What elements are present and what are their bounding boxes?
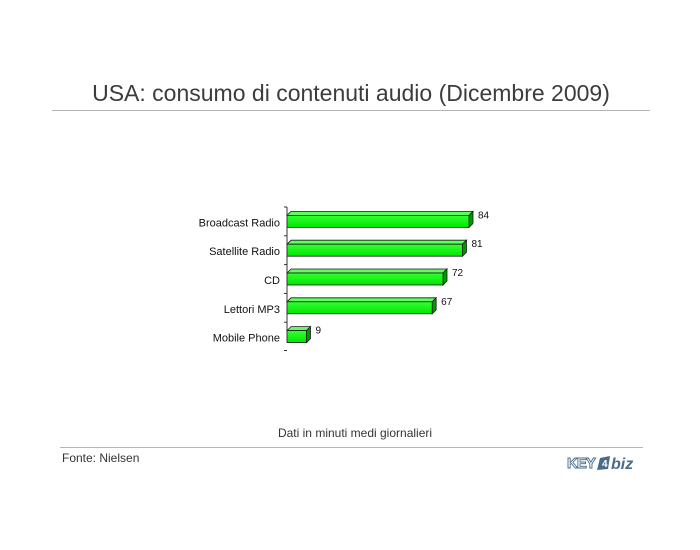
key4biz-logo: KEY 4 biz: [567, 455, 634, 473]
value-label-cd: 72: [452, 268, 464, 279]
chart-title: USA: consumo di contenuti audio (Dicembr…: [92, 80, 610, 106]
category-label-cd: CD: [264, 275, 280, 287]
category-label-mobile-phone: Mobile Phone: [213, 333, 280, 345]
bar-mobile-phone: [286, 325, 312, 344]
source-label: Fonte: Nielsen: [62, 451, 140, 465]
svg-text:4: 4: [602, 459, 608, 470]
title-divider: [52, 110, 650, 111]
svg-text:biz: biz: [611, 456, 633, 473]
bar-satellite-radio: [286, 239, 468, 258]
chart-note: Dati in minuti medi giornalieri: [277, 426, 433, 440]
value-label-mobile-phone: 9: [316, 326, 322, 337]
category-label-lettori-mp3: Lettori MP3: [224, 304, 280, 316]
category-label-satellite-radio: Satellite Radio: [209, 246, 280, 258]
bar-cd: [286, 268, 448, 286]
category-label-broadcast-radio: Broadcast Radio: [199, 217, 280, 229]
value-label-broadcast-radio: 84: [478, 210, 490, 221]
bar-lettori-mp3: [286, 296, 438, 315]
value-label-satellite-radio: 81: [472, 239, 484, 250]
footer-divider: [60, 447, 643, 448]
svg-text:KEY: KEY: [567, 455, 596, 472]
value-label-lettori-mp3: 67: [441, 297, 453, 308]
bar-broadcast-radio: [286, 210, 474, 229]
